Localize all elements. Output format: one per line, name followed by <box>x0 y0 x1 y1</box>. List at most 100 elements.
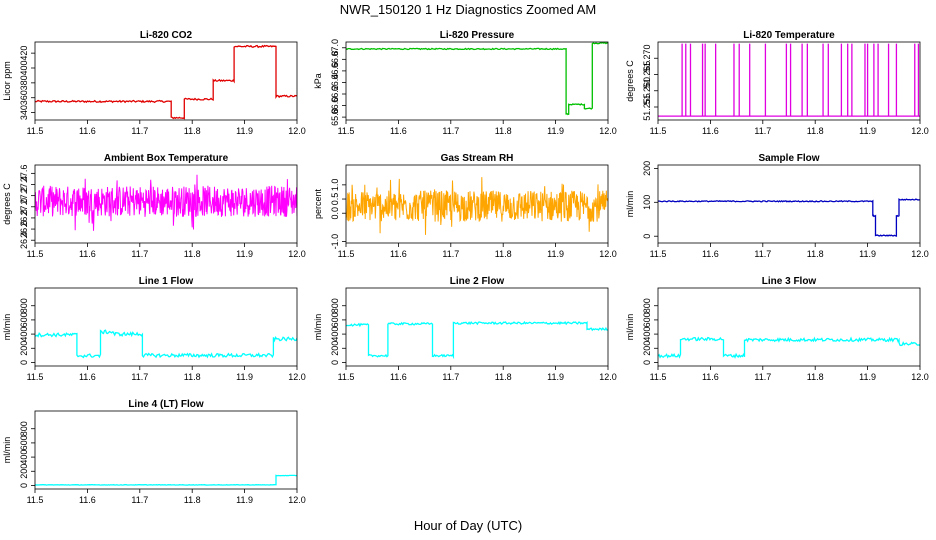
y-tick-label: -1.0 <box>330 234 340 250</box>
x-tick-label: 12.0 <box>288 372 306 382</box>
panel-title: Line 2 Flow <box>450 276 505 287</box>
y-axis-label: ml/min <box>625 314 635 341</box>
y-tick-label: 400 <box>19 60 29 75</box>
plot-area <box>35 329 297 359</box>
x-tick-label: 12.0 <box>911 249 929 259</box>
y-tick-label: 600 <box>19 312 29 327</box>
y-axis-label: degrees C <box>625 60 635 102</box>
y-tick-label: 200 <box>19 464 29 479</box>
panel-9: Line 3 Flow ml/min 11.5 11.6 11.7 11.8 11.9 12.… <box>625 276 929 382</box>
y-tick-label: 400 <box>19 327 29 342</box>
panel-4: Ambient Box Temperature degrees C 11.5 11.6… <box>2 153 306 259</box>
plot-area <box>658 336 920 359</box>
x-tick-label: 11.9 <box>547 126 564 136</box>
x-tick-label: 11.5 <box>338 126 355 136</box>
x-tick-label: 12.0 <box>599 372 617 382</box>
y-tick-label: 27.6 <box>19 165 29 183</box>
panel-title: Line 1 Flow <box>139 276 194 287</box>
x-tick-label: 11.9 <box>236 126 253 136</box>
x-tick-label: 11.8 <box>495 126 512 136</box>
plot-area <box>35 44 297 120</box>
panel-2: Li-820 Pressure kPa 11.5 11.6 11.7 11.8 11.9 12… <box>313 30 617 136</box>
x-tick-label: 11.7 <box>754 249 771 259</box>
x-tick-label: 11.8 <box>184 495 201 505</box>
y-tick-label: 65.8 <box>330 108 340 126</box>
x-tick-label: 12.0 <box>288 249 306 259</box>
y-axis-label: ml/min <box>625 191 635 218</box>
y-tick-label: 200 <box>642 161 652 176</box>
series-line <box>346 177 608 235</box>
x-tick-label: 11.9 <box>859 372 876 382</box>
x-tick-label: 12.0 <box>599 126 617 136</box>
x-tick-label: 11.6 <box>390 249 407 259</box>
plot-area <box>658 198 920 237</box>
y-tick-label: 27.0 <box>19 198 29 216</box>
y-tick-label: 420 <box>19 46 29 61</box>
x-tick-label: 11.6 <box>79 249 96 259</box>
y-tick-label: 1.0 <box>330 179 340 192</box>
y-tick-label: 0.5 <box>330 193 340 206</box>
y-tick-label: 340 <box>19 105 29 120</box>
plot-area <box>658 43 920 117</box>
plot-frame <box>657 164 921 244</box>
series-line <box>346 42 608 116</box>
x-tick-label: 11.8 <box>184 372 201 382</box>
x-tick-label: 11.6 <box>79 126 96 136</box>
y-tick-label: 800 <box>19 421 29 436</box>
panel-7: Line 1 Flow ml/min 11.5 11.6 11.7 11.8 11.9 12.… <box>2 276 306 382</box>
y-tick-label: 0.0 <box>330 207 340 220</box>
figure-title: NWR_150120 1 Hz Diagnostics Zoomed AM <box>340 2 597 17</box>
y-tick-label: 800 <box>330 298 340 313</box>
x-tick-label: 11.8 <box>184 126 201 136</box>
panel-title: Gas Stream RH <box>441 153 514 164</box>
panel-10: Line 4 (LT) Flow ml/min 11.5 11.6 11.7 11.8 11… <box>2 399 306 505</box>
plot-area <box>346 177 608 235</box>
y-tick-label: 27.2 <box>19 187 29 205</box>
x-tick-label: 11.7 <box>131 372 148 382</box>
panel-title: Line 3 Flow <box>762 276 817 287</box>
x-tick-label: 11.8 <box>184 249 201 259</box>
panel-title: Li-820 Pressure <box>440 30 515 41</box>
y-axis-label: ml/min <box>313 314 323 341</box>
plot-frame <box>34 410 298 490</box>
plot-frame <box>345 164 609 244</box>
y-tick-label: 400 <box>19 450 29 465</box>
y-axis-label: percent <box>313 188 323 219</box>
x-tick-label: 11.5 <box>650 372 667 382</box>
y-tick-label: 26.8 <box>19 209 29 227</box>
series-line <box>35 44 297 120</box>
y-tick-label: 200 <box>330 341 340 356</box>
plot-frame <box>657 41 921 121</box>
panel-1: Li-820 CO2 Licor ppm 11.5 11.6 11.7 11.8 11.9 1… <box>2 30 306 136</box>
y-tick-label: 66.2 <box>330 85 340 103</box>
y-axis-label: Licor ppm <box>2 61 12 101</box>
series-line <box>346 320 608 360</box>
x-tick-label: 11.7 <box>131 249 148 259</box>
plot-frame <box>345 287 609 367</box>
x-tick-label: 11.6 <box>702 249 719 259</box>
y-tick-label: 360 <box>19 90 29 105</box>
x-tick-label: 12.0 <box>911 126 929 136</box>
x-tick-label: 11.5 <box>338 249 355 259</box>
y-tick-label: 800 <box>642 298 652 313</box>
x-tick-label: 11.9 <box>859 249 876 259</box>
y-tick-label: 200 <box>19 341 29 356</box>
series-line <box>658 336 920 359</box>
x-tick-label: 11.6 <box>702 372 719 382</box>
y-tick-label: 66.8 <box>330 51 340 69</box>
figure-xlabel: Hour of Day (UTC) <box>414 518 522 533</box>
y-axis-label: kPa <box>313 73 323 89</box>
x-tick-label: 11.8 <box>807 249 824 259</box>
series-line <box>35 329 297 359</box>
x-tick-label: 11.6 <box>702 126 719 136</box>
x-tick-label: 11.5 <box>650 126 667 136</box>
x-tick-label: 11.9 <box>236 372 253 382</box>
panel-title: Li-820 CO2 <box>140 30 193 41</box>
y-tick-label: 400 <box>642 327 652 342</box>
plot-area <box>346 320 608 360</box>
x-tick-label: 11.7 <box>442 249 459 259</box>
y-tick-label: 27.4 <box>19 176 29 194</box>
panel-5: Gas Stream RH percent 11.5 11.6 11.7 11.8 11.9… <box>313 153 617 259</box>
y-tick-label: 600 <box>642 312 652 327</box>
